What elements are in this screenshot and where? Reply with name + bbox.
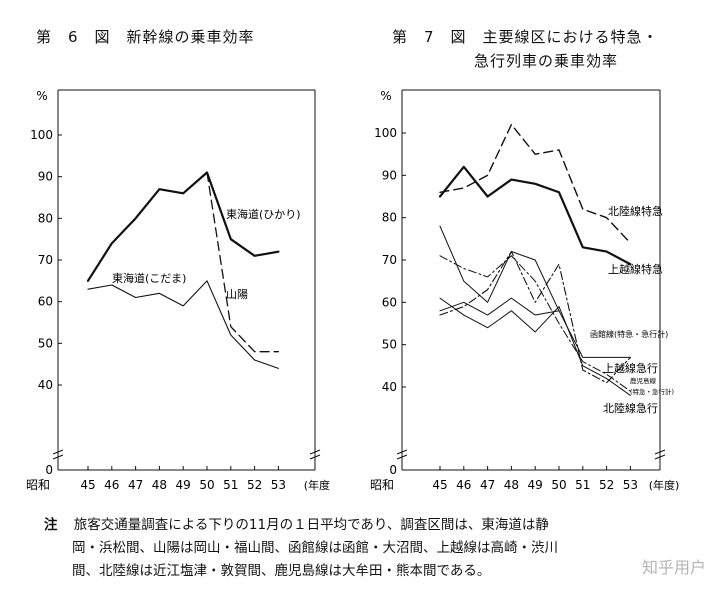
series-line-2 xyxy=(206,171,280,353)
watermark: 知乎用户 xyxy=(641,558,706,577)
footnote: 注 旅客交通量調査による下りの11月の１日平均であり、調査区間は、東海道は静 岡… xyxy=(44,514,674,583)
fig7-title-line2: 急行列車の乗車効率 xyxy=(474,52,619,70)
series-label: 北陸線急行 xyxy=(603,401,658,415)
x-tick-label: 51 xyxy=(575,478,590,492)
y-tick-label: 50 xyxy=(382,338,397,352)
y-tick-label: 70 xyxy=(382,253,397,267)
x-prefix-label: 昭和 xyxy=(370,478,394,492)
series-label: 函館線(特急・急行計) xyxy=(590,329,668,339)
x-tick-label: 45 xyxy=(432,478,447,492)
axis-break-mark xyxy=(309,449,321,460)
x-tick-label: 48 xyxy=(152,478,167,492)
axis-break-mark xyxy=(396,449,408,460)
series-label: 東海道(こだま) xyxy=(112,271,186,285)
x-tick-label: 48 xyxy=(504,478,519,492)
series-line-4 xyxy=(439,297,631,396)
series-label: (特急・急行計) xyxy=(630,387,674,396)
x-tick-label: 49 xyxy=(528,478,543,492)
y-tick-label: 80 xyxy=(382,211,397,225)
footnote-line-3: 間、北陸線は近江塩津・敦賀間、鹿児島線は大牟田・熊本間である。 xyxy=(72,563,491,579)
footnote-line-1: 旅客交通量調査による下りの11月の１日平均であり、調査区間は、東海道は静 xyxy=(73,517,549,533)
fig6-title: 第 6 図 新幹線の乗車効率 xyxy=(36,28,255,46)
series-line-2 xyxy=(439,225,631,358)
y-tick-label: 50 xyxy=(38,336,53,350)
axis-break-mark xyxy=(654,449,666,460)
fig6-chart: % 0 40 50 60 70 80 90 100 昭和 45 46 47 48 49 50 51 52 53 (年度… xyxy=(26,89,330,492)
x-tick-label: 53 xyxy=(623,478,638,492)
series-line-1 xyxy=(438,165,632,266)
series-line-3 xyxy=(439,250,631,384)
x-tick-label: 49 xyxy=(176,478,191,492)
x-tick-label: 47 xyxy=(480,478,495,492)
y-tick-label: 60 xyxy=(382,295,397,309)
y-tick-label: 0 xyxy=(389,463,397,477)
y-tick-label: 80 xyxy=(38,211,53,225)
y-tick-label: 40 xyxy=(38,378,53,392)
x-tick-label: 46 xyxy=(104,478,119,492)
x-prefix-label: 昭和 xyxy=(26,478,50,492)
series-label: 東海道(ひかり) xyxy=(226,207,301,221)
series-line-5 xyxy=(439,255,631,392)
x-tick-label: 50 xyxy=(551,478,566,492)
y-tick-label: 100 xyxy=(30,128,53,142)
fig7-chart: % 0 40 50 60 70 80 90 100 昭和 45 46 47 48 49 50 51 52 53 (年度… xyxy=(370,89,680,492)
footnote-label: 注 xyxy=(44,517,58,533)
y-tick-label: 40 xyxy=(382,380,397,394)
footnote-line-2: 岡・浜松間、山陽は岡山・福山間、函館線は函館・大沼間、上越線は高崎・渋川 xyxy=(72,540,558,556)
x-tick-label: 47 xyxy=(128,478,143,492)
series-line-0 xyxy=(439,123,632,244)
y-tick-label: 0 xyxy=(45,463,53,477)
series-label: 北陸線特急 xyxy=(608,204,663,218)
x-tick-label: 50 xyxy=(199,478,214,492)
series-label: 山陽 xyxy=(226,288,248,301)
y-unit-label: % xyxy=(36,89,47,103)
x-tick-label: 53 xyxy=(271,478,286,492)
series-label: 鹿児島線 xyxy=(630,376,657,385)
x-tick-label: 52 xyxy=(599,478,614,492)
series-line-0 xyxy=(86,171,280,282)
x-unit-label: (年度) xyxy=(304,478,330,492)
x-unit-label: (年度) xyxy=(649,478,680,492)
series-line-6 xyxy=(439,297,560,316)
series-label: 上越線特急 xyxy=(608,262,663,276)
x-tick-label: 46 xyxy=(456,478,471,492)
x-tick-label: 45 xyxy=(80,478,95,492)
x-tick-label: 51 xyxy=(223,478,238,492)
fig7-title-line1: 第 7 図 主要線区における特急・ xyxy=(392,28,659,46)
y-tick-label: 70 xyxy=(38,253,53,267)
y-tick-label: 90 xyxy=(382,168,397,182)
axis-break-mark xyxy=(52,449,64,460)
y-tick-label: 60 xyxy=(38,295,53,309)
y-tick-label: 100 xyxy=(374,126,397,140)
x-tick-label: 52 xyxy=(247,478,262,492)
y-unit-label: % xyxy=(380,89,391,103)
y-tick-label: 90 xyxy=(38,170,53,184)
series-label: 上越線急行 xyxy=(603,361,658,375)
series-line-1 xyxy=(87,280,279,369)
